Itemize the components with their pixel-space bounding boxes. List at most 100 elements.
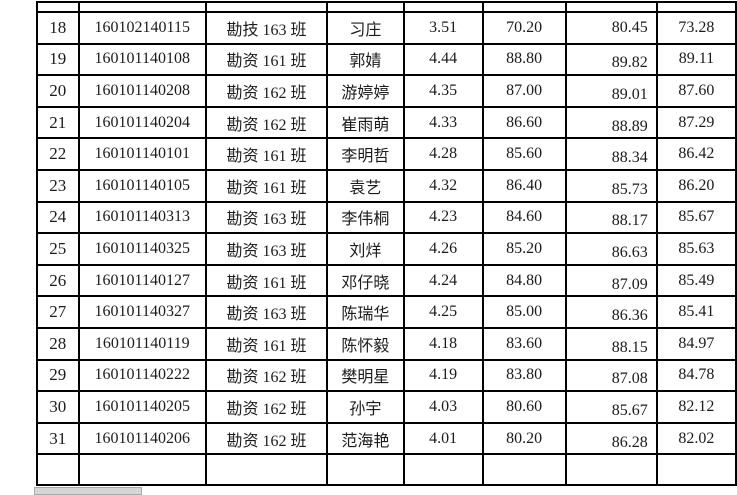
row-number-cell[interactable]: 21 [36, 105, 80, 140]
class-cell[interactable]: 勘资 162 班 [204, 358, 329, 393]
eval-score-cell[interactable]: 87.08 [564, 358, 658, 393]
gpa-cell[interactable]: 4.28 [402, 137, 484, 171]
eval-score-cell[interactable]: 89.82 [564, 42, 658, 77]
class-cell[interactable]: 勘资 163 班 [204, 200, 329, 235]
final-score-cell[interactable]: 84.97 [655, 326, 737, 361]
final-score-cell[interactable]: 86.20 [655, 168, 737, 203]
class-cell[interactable]: 勘资 161 班 [204, 326, 329, 361]
empty-cell[interactable] [326, 1, 405, 13]
final-score-cell[interactable]: 85.63 [655, 232, 737, 266]
final-score-cell[interactable]: 84.78 [655, 358, 737, 393]
score-cell[interactable]: 84.80 [481, 263, 567, 298]
final-score-cell[interactable]: 82.02 [655, 421, 737, 456]
score-cell[interactable]: 83.60 [481, 326, 567, 361]
name-cell[interactable]: 陈怀毅 [326, 326, 405, 361]
gpa-cell[interactable]: 4.19 [402, 358, 484, 393]
class-cell[interactable]: 勘资 161 班 [204, 42, 329, 77]
eval-score-cell[interactable]: 89.01 [564, 74, 658, 108]
row-number-cell[interactable]: 27 [36, 295, 80, 329]
empty-cell[interactable] [564, 453, 658, 487]
gpa-cell[interactable]: 4.33 [402, 105, 484, 140]
gpa-cell[interactable]: 4.25 [402, 295, 484, 329]
empty-cell[interactable] [326, 453, 405, 487]
score-cell[interactable]: 85.00 [481, 295, 567, 329]
horizontal-scrollbar[interactable] [34, 487, 142, 495]
student-id-cell[interactable]: 160101140105 [77, 168, 207, 203]
empty-cell[interactable] [77, 1, 207, 13]
name-cell[interactable]: 李伟桐 [326, 200, 405, 235]
eval-score-cell[interactable]: 88.15 [564, 326, 658, 361]
empty-cell[interactable] [564, 1, 658, 13]
score-cell[interactable]: 86.40 [481, 168, 567, 203]
name-cell[interactable]: 郭婧 [326, 42, 405, 77]
eval-score-cell[interactable]: 80.45 [564, 11, 658, 45]
class-cell[interactable]: 勘资 161 班 [204, 168, 329, 203]
empty-cell[interactable] [481, 1, 567, 13]
student-id-cell[interactable]: 160102140115 [77, 11, 207, 45]
gpa-cell[interactable]: 4.26 [402, 232, 484, 266]
row-number-cell[interactable]: 22 [36, 137, 80, 171]
student-id-cell[interactable]: 160101140325 [77, 232, 207, 266]
empty-cell[interactable] [655, 453, 737, 487]
empty-cell[interactable] [36, 453, 80, 487]
score-cell[interactable]: 85.20 [481, 232, 567, 266]
eval-score-cell[interactable]: 88.34 [564, 137, 658, 171]
empty-cell[interactable] [36, 1, 80, 13]
empty-cell[interactable] [204, 1, 329, 13]
row-number-cell[interactable]: 29 [36, 358, 80, 393]
empty-cell[interactable] [77, 453, 207, 487]
eval-score-cell[interactable]: 88.17 [564, 200, 658, 235]
gpa-cell[interactable]: 3.51 [402, 11, 484, 45]
student-id-cell[interactable]: 160101140119 [77, 326, 207, 361]
row-number-cell[interactable]: 31 [36, 421, 80, 456]
name-cell[interactable]: 李明哲 [326, 137, 405, 171]
gpa-cell[interactable]: 4.01 [402, 421, 484, 456]
row-number-cell[interactable]: 19 [36, 42, 80, 77]
student-id-cell[interactable]: 160101140313 [77, 200, 207, 235]
gpa-cell[interactable]: 4.35 [402, 74, 484, 108]
row-number-cell[interactable]: 23 [36, 168, 80, 203]
score-cell[interactable]: 87.00 [481, 74, 567, 108]
score-cell[interactable]: 88.80 [481, 42, 567, 77]
final-score-cell[interactable]: 86.42 [655, 137, 737, 171]
gpa-cell[interactable]: 4.18 [402, 326, 484, 361]
row-number-cell[interactable]: 20 [36, 74, 80, 108]
final-score-cell[interactable]: 73.28 [655, 11, 737, 45]
row-number-cell[interactable]: 24 [36, 200, 80, 235]
final-score-cell[interactable]: 85.41 [655, 295, 737, 329]
empty-cell[interactable] [481, 453, 567, 487]
name-cell[interactable]: 范海艳 [326, 421, 405, 456]
row-number-cell[interactable]: 28 [36, 326, 80, 361]
gpa-cell[interactable]: 4.44 [402, 42, 484, 77]
score-cell[interactable]: 80.20 [481, 421, 567, 456]
eval-score-cell[interactable]: 85.73 [564, 168, 658, 203]
final-score-cell[interactable]: 85.49 [655, 263, 737, 298]
eval-score-cell[interactable]: 86.63 [564, 232, 658, 266]
name-cell[interactable]: 陈瑞华 [326, 295, 405, 329]
name-cell[interactable]: 袁艺 [326, 168, 405, 203]
eval-score-cell[interactable]: 88.89 [564, 105, 658, 140]
class-cell[interactable]: 勘资 162 班 [204, 421, 329, 456]
class-cell[interactable]: 勘资 161 班 [204, 263, 329, 298]
student-id-cell[interactable]: 160101140204 [77, 105, 207, 140]
eval-score-cell[interactable]: 86.36 [564, 295, 658, 329]
final-score-cell[interactable]: 87.60 [655, 74, 737, 108]
name-cell[interactable]: 习庄 [326, 11, 405, 45]
class-cell[interactable]: 勘资 162 班 [204, 74, 329, 108]
gpa-cell[interactable]: 4.03 [402, 390, 484, 424]
name-cell[interactable]: 游婷婷 [326, 74, 405, 108]
final-score-cell[interactable]: 89.11 [655, 42, 737, 77]
student-id-cell[interactable]: 160101140108 [77, 42, 207, 77]
row-number-cell[interactable]: 30 [36, 390, 80, 424]
empty-cell[interactable] [204, 453, 329, 487]
student-id-cell[interactable]: 160101140206 [77, 421, 207, 456]
row-number-cell[interactable]: 25 [36, 232, 80, 266]
score-cell[interactable]: 84.60 [481, 200, 567, 235]
name-cell[interactable]: 樊明星 [326, 358, 405, 393]
final-score-cell[interactable]: 85.67 [655, 200, 737, 235]
class-cell[interactable]: 勘资 161 班 [204, 137, 329, 171]
eval-score-cell[interactable]: 87.09 [564, 263, 658, 298]
student-id-cell[interactable]: 160101140205 [77, 390, 207, 424]
empty-cell[interactable] [402, 1, 484, 13]
empty-cell[interactable] [402, 453, 484, 487]
